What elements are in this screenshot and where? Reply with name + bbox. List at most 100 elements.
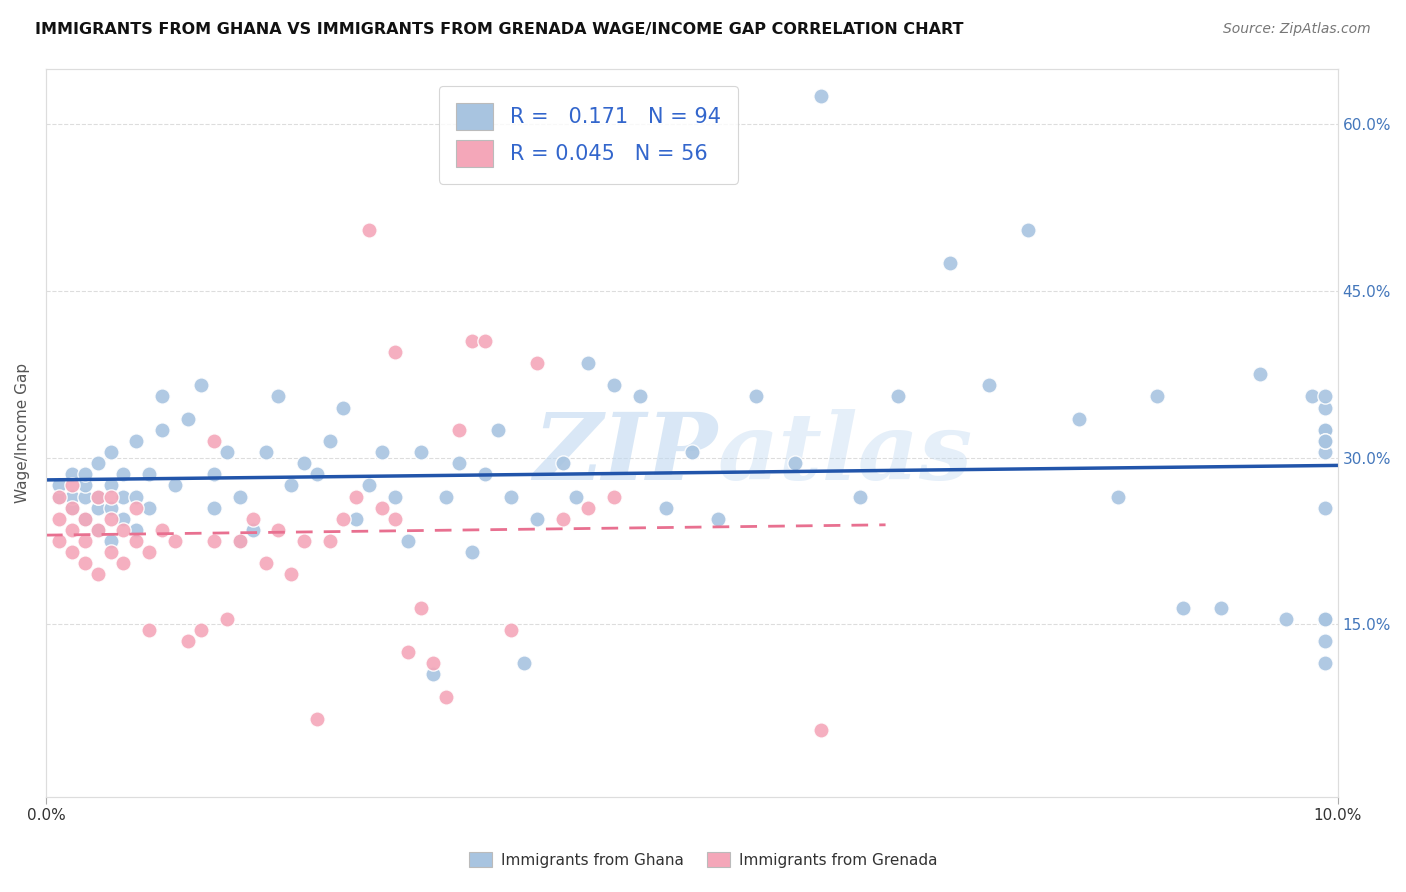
Point: [86, 490, 108, 504]
Text: Source: ZipAtlas.com: Source: ZipAtlas.com: [1223, 22, 1371, 37]
Point: [1171, 600, 1194, 615]
Point: [1313, 634, 1336, 648]
Point: [526, 356, 548, 370]
Point: [100, 500, 122, 515]
Point: [344, 490, 367, 504]
Point: [1069, 411, 1091, 425]
Point: [254, 445, 277, 459]
Point: [434, 490, 457, 504]
Point: [461, 334, 484, 348]
Point: [112, 556, 135, 570]
Point: [1313, 445, 1336, 459]
Point: [202, 500, 225, 515]
Point: [1146, 389, 1168, 403]
Point: [60, 500, 83, 515]
Point: [228, 533, 250, 548]
Point: [396, 533, 419, 548]
Point: [396, 645, 419, 659]
Point: [357, 478, 380, 492]
Point: [513, 657, 536, 671]
Point: [60, 467, 83, 482]
Point: [48, 490, 70, 504]
Point: [125, 523, 148, 537]
Point: [578, 500, 600, 515]
Legend: R =   0.171   N = 94, R = 0.045   N = 56: R = 0.171 N = 94, R = 0.045 N = 56: [439, 87, 738, 184]
Point: [125, 490, 148, 504]
Point: [73, 533, 96, 548]
Point: [48, 533, 70, 548]
Point: [486, 423, 509, 437]
Point: [48, 490, 70, 504]
Point: [138, 500, 160, 515]
Point: [138, 545, 160, 559]
Point: [307, 712, 329, 726]
Point: [461, 545, 484, 559]
Point: [150, 389, 173, 403]
Point: [1107, 490, 1129, 504]
Point: [499, 490, 522, 504]
Point: [242, 512, 264, 526]
Point: [73, 512, 96, 526]
Point: [100, 545, 122, 559]
Point: [86, 456, 108, 470]
Point: [434, 690, 457, 704]
Point: [202, 434, 225, 448]
Point: [280, 567, 302, 582]
Point: [242, 523, 264, 537]
Point: [449, 423, 471, 437]
Point: [150, 423, 173, 437]
Point: [202, 467, 225, 482]
Point: [1313, 389, 1336, 403]
Point: [1313, 657, 1336, 671]
Point: [1313, 612, 1336, 626]
Point: [215, 612, 238, 626]
Point: [848, 490, 870, 504]
Point: [344, 512, 367, 526]
Point: [100, 490, 122, 504]
Point: [526, 512, 548, 526]
Point: [551, 456, 574, 470]
Point: [422, 667, 444, 681]
Point: [112, 512, 135, 526]
Point: [474, 467, 496, 482]
Point: [578, 356, 600, 370]
Point: [228, 490, 250, 504]
Point: [681, 445, 703, 459]
Point: [177, 634, 200, 648]
Text: IMMIGRANTS FROM GHANA VS IMMIGRANTS FROM GRENADA WAGE/INCOME GAP CORRELATION CHA: IMMIGRANTS FROM GHANA VS IMMIGRANTS FROM…: [35, 22, 963, 37]
Point: [332, 401, 354, 415]
Point: [60, 500, 83, 515]
Point: [215, 445, 238, 459]
Point: [1313, 500, 1336, 515]
Point: [810, 89, 832, 103]
Point: [1017, 223, 1039, 237]
Point: [603, 490, 626, 504]
Point: [267, 523, 290, 537]
Point: [100, 478, 122, 492]
Point: [384, 345, 406, 359]
Point: [125, 500, 148, 515]
Point: [86, 523, 108, 537]
Point: [357, 223, 380, 237]
Point: [564, 490, 586, 504]
Point: [655, 500, 678, 515]
Point: [409, 600, 432, 615]
Point: [1313, 434, 1336, 448]
Point: [1313, 401, 1336, 415]
Point: [371, 500, 394, 515]
Point: [100, 445, 122, 459]
Point: [112, 467, 135, 482]
Point: [628, 389, 651, 403]
Point: [785, 456, 807, 470]
Point: [100, 512, 122, 526]
Point: [384, 512, 406, 526]
Point: [60, 545, 83, 559]
Point: [112, 490, 135, 504]
Text: atlas: atlas: [717, 409, 973, 500]
Point: [112, 523, 135, 537]
Legend: Immigrants from Ghana, Immigrants from Grenada: Immigrants from Ghana, Immigrants from G…: [461, 844, 945, 875]
Point: [48, 478, 70, 492]
Point: [228, 533, 250, 548]
Point: [384, 490, 406, 504]
Point: [1301, 389, 1323, 403]
